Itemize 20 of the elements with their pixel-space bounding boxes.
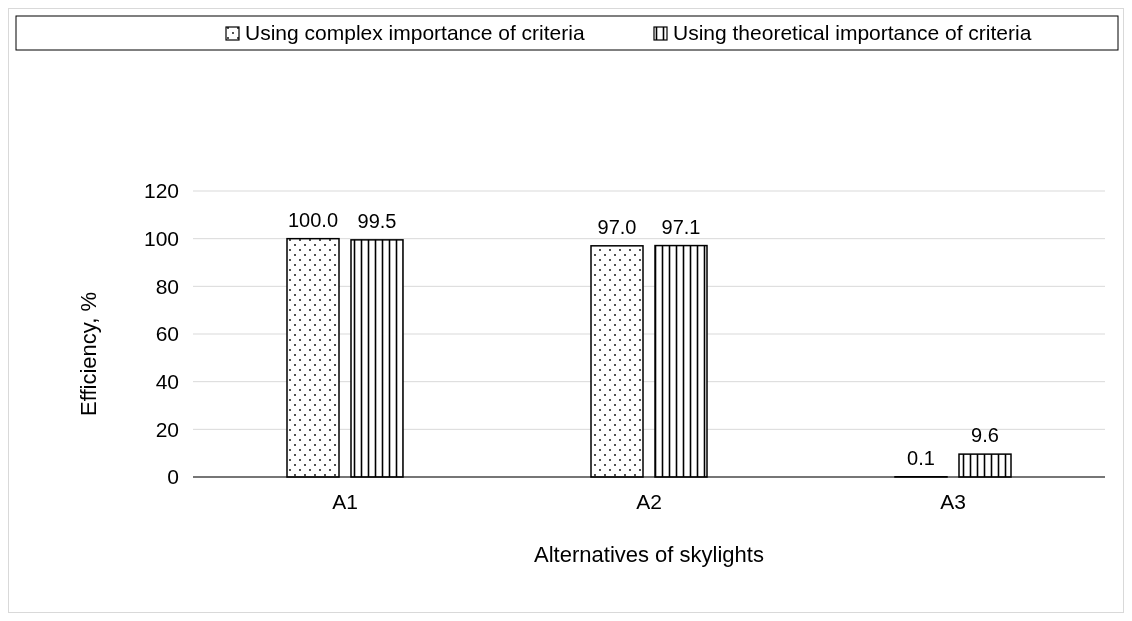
y-tick-label: 120 — [143, 179, 179, 203]
x-axis-title: Alternatives of skylights — [534, 542, 764, 567]
x-tick-label: A3 — [940, 490, 966, 513]
data-label: 99.5 — [357, 209, 397, 232]
y-tick-label: 0 — [167, 465, 179, 489]
y-axis-title: Efficiency, % — [76, 292, 101, 416]
data-label: 0.1 — [907, 446, 935, 469]
x-tick-label: A1 — [332, 490, 358, 513]
data-label: 100.0 — [287, 208, 339, 231]
y-tick-label: 80 — [155, 274, 179, 298]
x-tick-label: A2 — [636, 490, 662, 513]
y-tick-label: 100 — [143, 227, 179, 251]
legend-label: Using complex importance of criteria — [245, 21, 585, 45]
y-tick-label: 40 — [155, 370, 179, 394]
data-label: 97.0 — [597, 215, 637, 238]
data-label: 97.1 — [661, 215, 701, 238]
y-tick-label: 20 — [155, 417, 179, 441]
y-tick-label: 60 — [155, 322, 179, 346]
legend-label: Using theoretical importance of criteria — [673, 21, 1032, 45]
data-label: 9.6 — [971, 424, 999, 447]
